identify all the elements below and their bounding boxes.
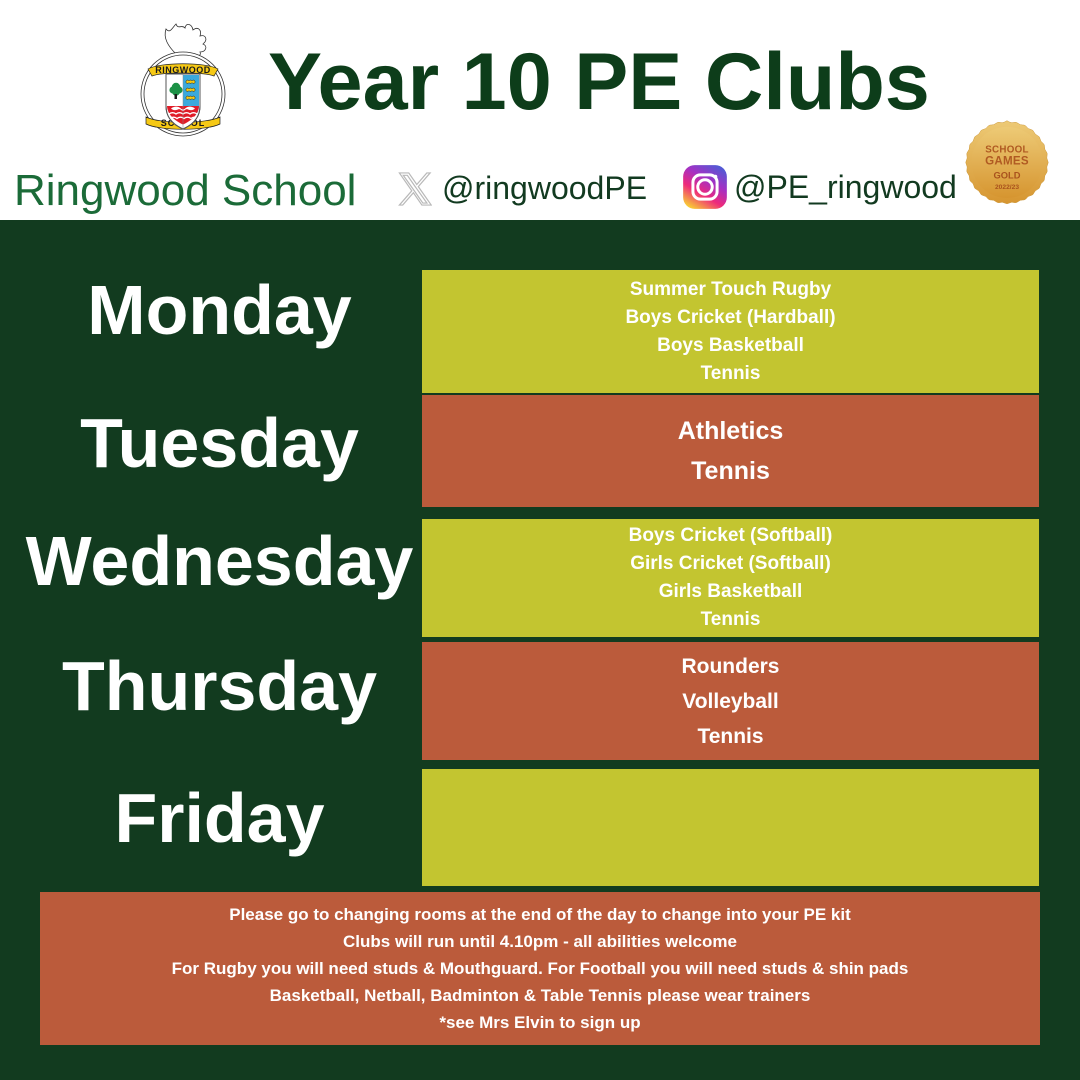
svg-text:2022/23: 2022/23 [995,184,1019,191]
svg-text:SCHOOL: SCHOOL [985,145,1028,156]
svg-text:GOLD: GOLD [994,171,1021,181]
svg-text:GAMES: GAMES [985,156,1029,168]
